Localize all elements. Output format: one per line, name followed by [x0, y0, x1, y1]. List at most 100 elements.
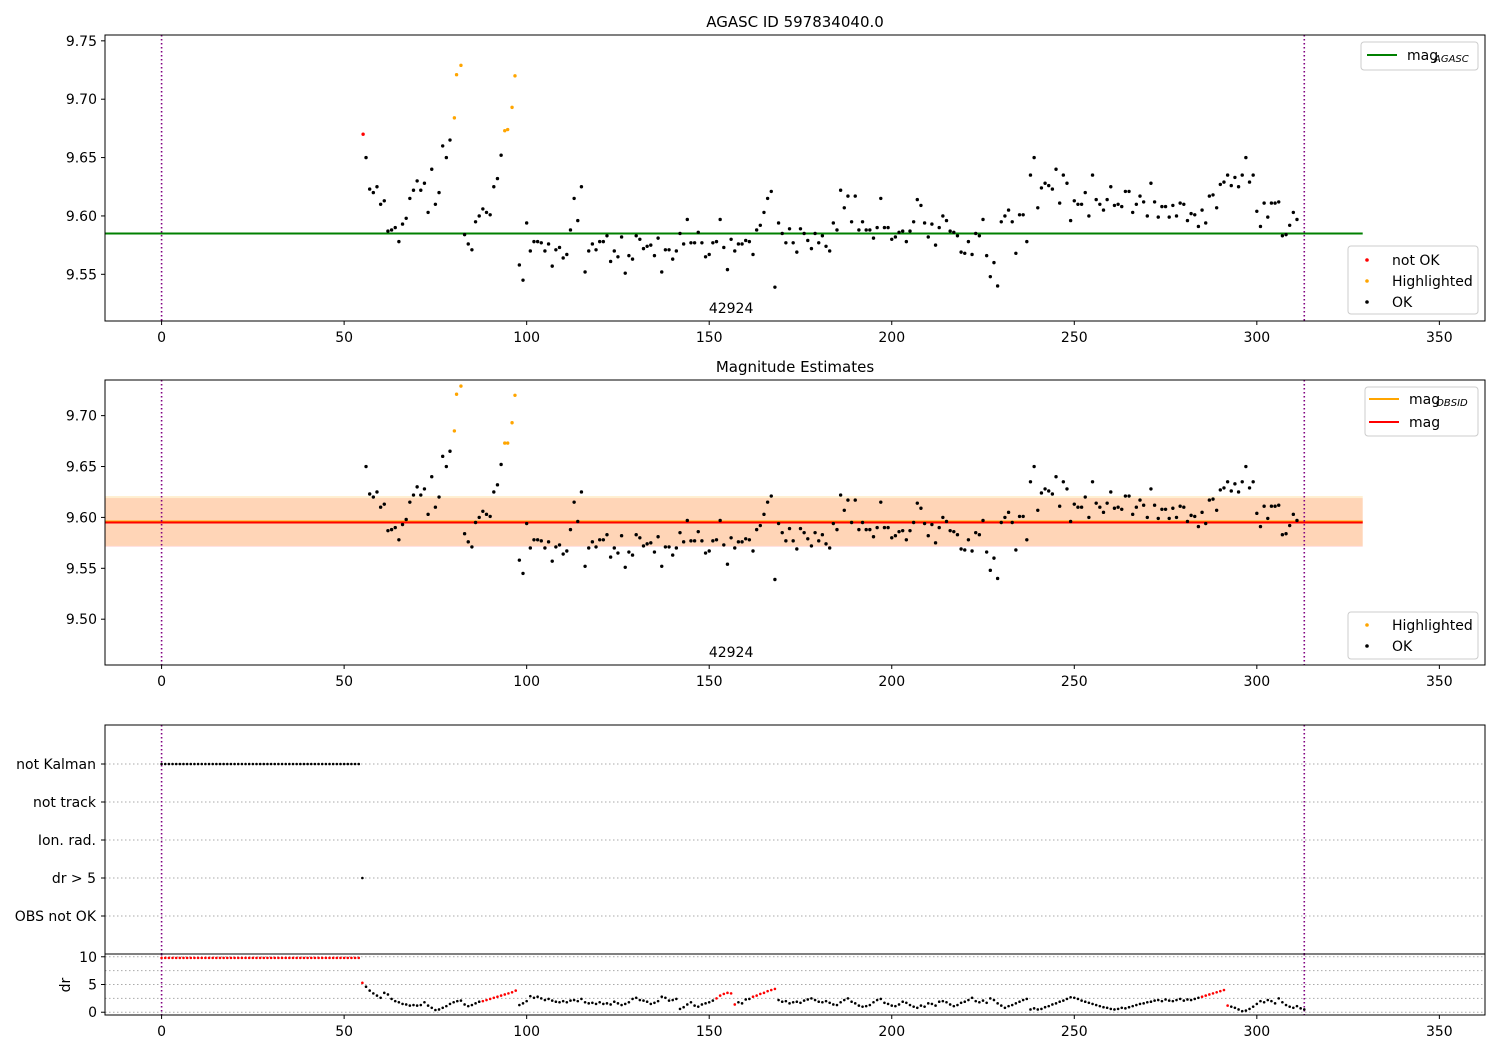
dr-panel: 0 50 100 150 200 250 300 350 0 5 10 dr — [58, 950, 1486, 1040]
dr-point — [1087, 1001, 1091, 1005]
ok-point — [1262, 201, 1266, 205]
ok-point — [1039, 491, 1044, 495]
ok-point — [645, 244, 649, 248]
ok-point — [1134, 505, 1139, 509]
dr-point-flagged — [233, 956, 236, 960]
ok-point — [1262, 504, 1266, 508]
dr-point — [445, 1004, 448, 1008]
dr-point — [1080, 999, 1083, 1002]
ok-point — [882, 225, 887, 230]
ok-point — [389, 228, 394, 232]
dr-point-flagged — [331, 956, 335, 960]
ok-point — [375, 490, 379, 494]
ok-point — [806, 537, 810, 541]
highlighted-point — [513, 74, 517, 78]
dr-point — [532, 996, 536, 1000]
ok-point — [1036, 206, 1040, 210]
x-tick-label: 50 — [335, 330, 353, 346]
ok-point — [1014, 548, 1018, 552]
ok-point — [1017, 514, 1022, 519]
dr-point — [525, 999, 528, 1003]
ok-point — [1006, 208, 1011, 212]
ok-point — [685, 518, 690, 523]
flag-point — [255, 762, 258, 766]
ok-point — [930, 522, 934, 527]
x-tick-label: 0 — [157, 330, 166, 346]
ok-point — [1251, 480, 1255, 484]
dr-point — [1248, 1007, 1251, 1011]
ok-point — [568, 527, 573, 532]
ok-point — [1280, 234, 1285, 238]
dr-point — [999, 1004, 1003, 1007]
ok-point — [371, 190, 376, 195]
ok-point — [524, 221, 529, 225]
ok-point — [660, 270, 664, 274]
dr-point-flagged — [499, 994, 503, 997]
dr-point — [448, 1002, 452, 1006]
y-tick-label: 9.60 — [66, 209, 97, 225]
dr-point-flagged — [309, 956, 313, 960]
ok-point — [1017, 213, 1022, 217]
ok-point — [426, 512, 430, 517]
ok-point — [948, 528, 952, 533]
dr-point-flagged — [204, 956, 207, 960]
ok-point — [681, 540, 686, 544]
dr-point — [868, 1003, 872, 1007]
ok-point — [1273, 201, 1277, 205]
ok-point — [597, 239, 602, 244]
ok-point — [1277, 503, 1281, 507]
ok-point — [572, 500, 576, 504]
ok-point — [1174, 515, 1179, 520]
flag-point — [339, 762, 342, 766]
dr-point — [1010, 1003, 1014, 1007]
ok-point — [700, 539, 704, 543]
ok-point — [999, 520, 1003, 525]
ok-point — [952, 529, 956, 534]
legend-marker — [1365, 623, 1369, 627]
flag-point — [211, 762, 214, 766]
flag-point — [353, 762, 357, 766]
dr-point-flagged — [167, 956, 171, 960]
ok-point — [517, 558, 522, 562]
dr-point — [521, 1002, 525, 1005]
flag-point — [251, 762, 255, 766]
flag-point — [233, 762, 236, 766]
dr-point — [587, 1002, 591, 1005]
ok-point — [754, 228, 759, 232]
ok-point — [371, 495, 376, 499]
ok-point — [787, 526, 792, 531]
dr-point — [857, 1004, 861, 1007]
dr-point — [372, 992, 375, 995]
dr-point — [572, 998, 576, 1002]
dr-point — [824, 999, 828, 1003]
legend-marker — [1365, 300, 1369, 304]
ok-point — [1028, 480, 1033, 484]
dr-point-flagged — [759, 992, 762, 996]
ok-point — [696, 529, 700, 534]
dr-point-flagged — [766, 989, 769, 993]
dr-point — [686, 1003, 689, 1006]
ok-point — [663, 545, 668, 549]
ok-point — [736, 242, 741, 246]
ok-point — [587, 249, 591, 253]
category-label: Ion. rad. — [38, 833, 96, 849]
flag-point — [160, 762, 163, 766]
dr-point — [1069, 995, 1072, 999]
dr-point — [1175, 998, 1178, 1002]
flag-point — [196, 762, 200, 766]
ok-point — [703, 551, 708, 555]
ok-point — [1291, 512, 1296, 517]
ok-point — [966, 239, 971, 244]
ok-point — [1101, 510, 1106, 515]
x-tick-label: 350 — [1426, 1024, 1453, 1040]
flag-point — [306, 762, 309, 766]
dr-point — [386, 993, 390, 996]
dr-point-flagged — [1226, 1004, 1229, 1007]
ok-point — [535, 538, 540, 542]
dr-point-flagged — [288, 956, 291, 960]
flag-point — [273, 762, 277, 766]
ok-point — [565, 252, 569, 257]
ok-point — [824, 542, 828, 546]
dr-point — [529, 994, 532, 998]
ok-point — [744, 537, 748, 541]
